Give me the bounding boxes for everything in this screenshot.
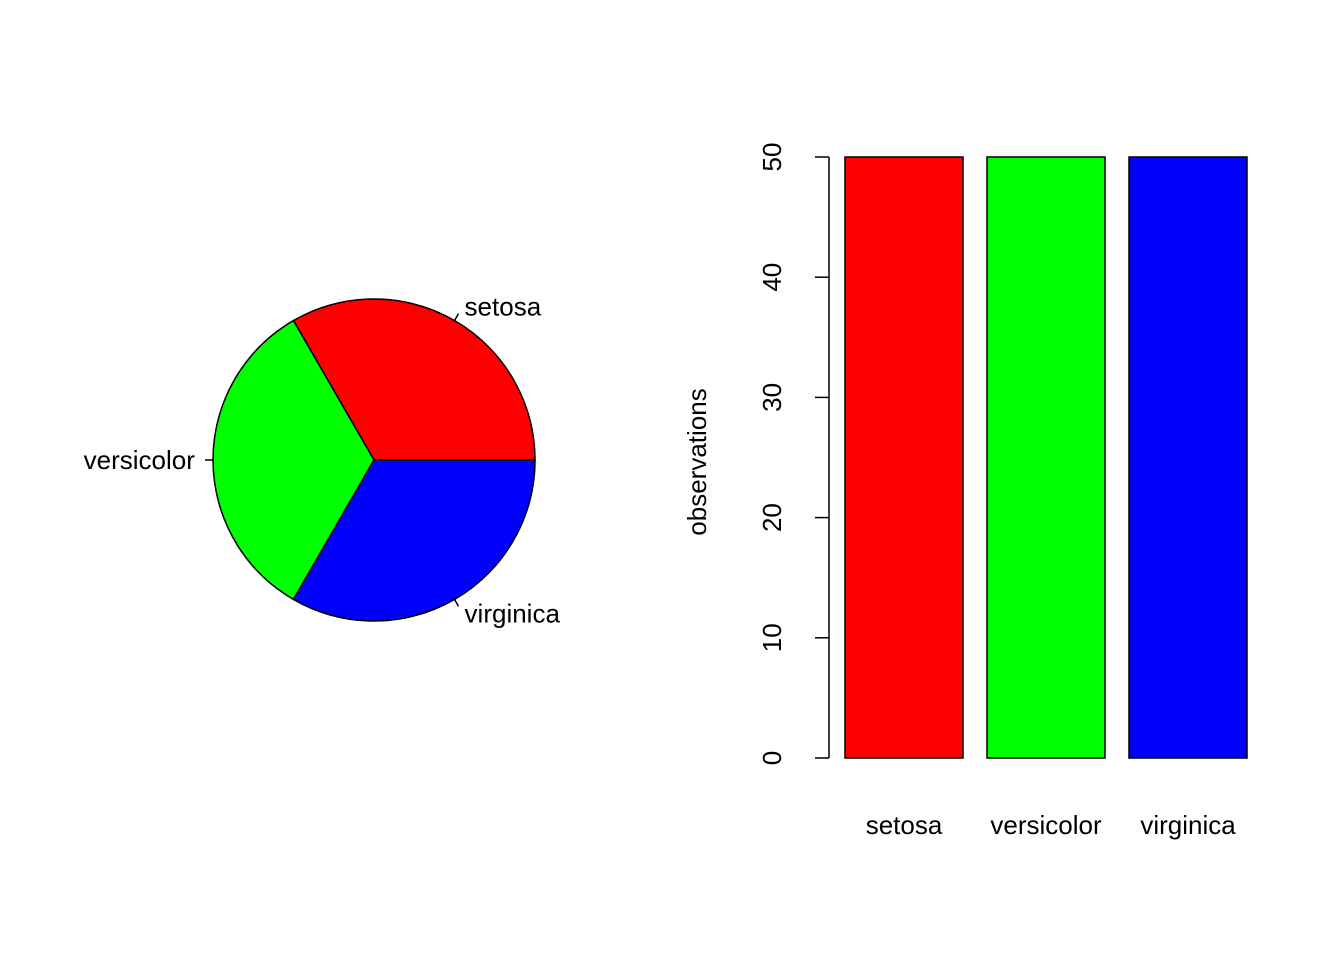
bar-virginica: [1128, 156, 1248, 759]
bar-versicolor: [986, 156, 1106, 759]
pie-label-setosa: setosa: [465, 292, 542, 322]
y-tick-label: 30: [757, 383, 787, 412]
x-tick-label: virginica: [1140, 810, 1236, 840]
y-tick-label: 40: [757, 263, 787, 292]
pie-chart: setosa versicolor virginica: [84, 292, 561, 629]
pie-label-tick: [453, 313, 460, 321]
bar-chart: observations 0 10 20 30 40 50 setosa versicolor…: [682, 143, 1248, 840]
x-tick-label: versicolor: [990, 810, 1102, 840]
y-tick-label: 20: [757, 503, 787, 532]
y-tick-label: 0: [757, 751, 787, 765]
pie-label-tick: [453, 599, 460, 607]
x-tick-label: setosa: [866, 810, 943, 840]
y-tick-label: 10: [757, 623, 787, 652]
pie-label-virginica: virginica: [465, 598, 561, 628]
y-tick-label: 50: [757, 143, 787, 172]
pie-label-versicolor: versicolor: [84, 445, 196, 475]
pie-slice-versicolor: [212, 319, 375, 601]
pie-slice-virginica: [292, 459, 536, 622]
y-axis-label: observations: [682, 388, 712, 535]
bar-setosa: [844, 156, 964, 759]
